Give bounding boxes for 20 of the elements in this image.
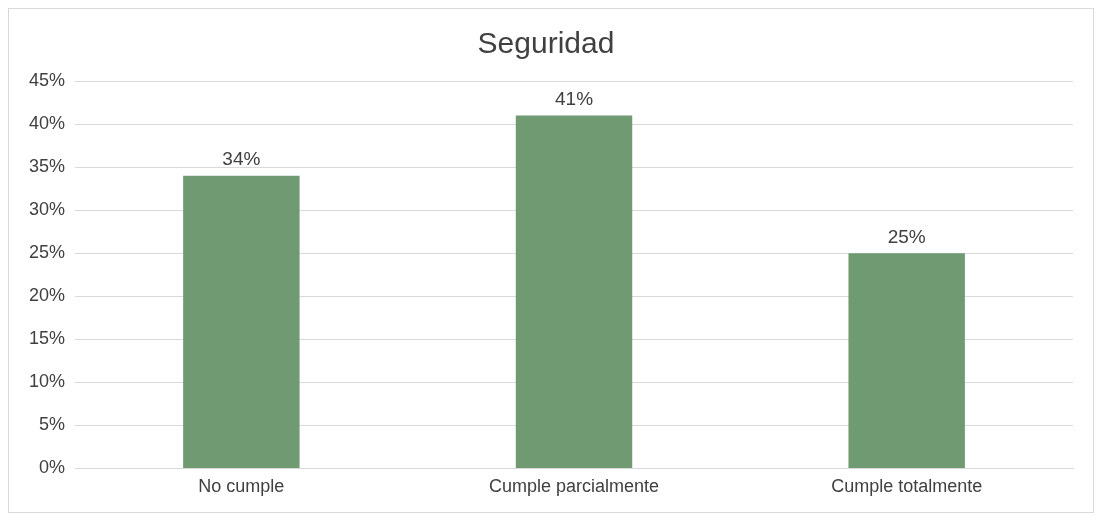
data-label: 25% [887,225,926,247]
y-tick-label: 0% [39,457,66,478]
x-tick-label: Cumple totalmente [831,476,983,497]
y-tick-label: 20% [29,285,66,306]
y-tick-label: 25% [29,242,66,263]
chart-title: Seguridad [477,26,615,60]
y-tick-label: 10% [29,371,66,392]
y-tick-label: 45% [29,69,66,90]
y-tick-label: 30% [29,199,66,220]
bar [183,175,300,468]
y-tick-label: 15% [29,328,66,349]
y-tick-label: 5% [39,414,66,435]
x-tick-label: Cumple parcialmente [488,476,660,497]
bar [848,253,965,468]
data-label: 34% [222,148,261,170]
data-label: 41% [555,88,594,110]
bar [515,115,633,468]
y-tick-label: 35% [29,156,66,177]
y-tick-label: 40% [29,113,66,134]
x-tick-label: No cumple [198,476,285,497]
